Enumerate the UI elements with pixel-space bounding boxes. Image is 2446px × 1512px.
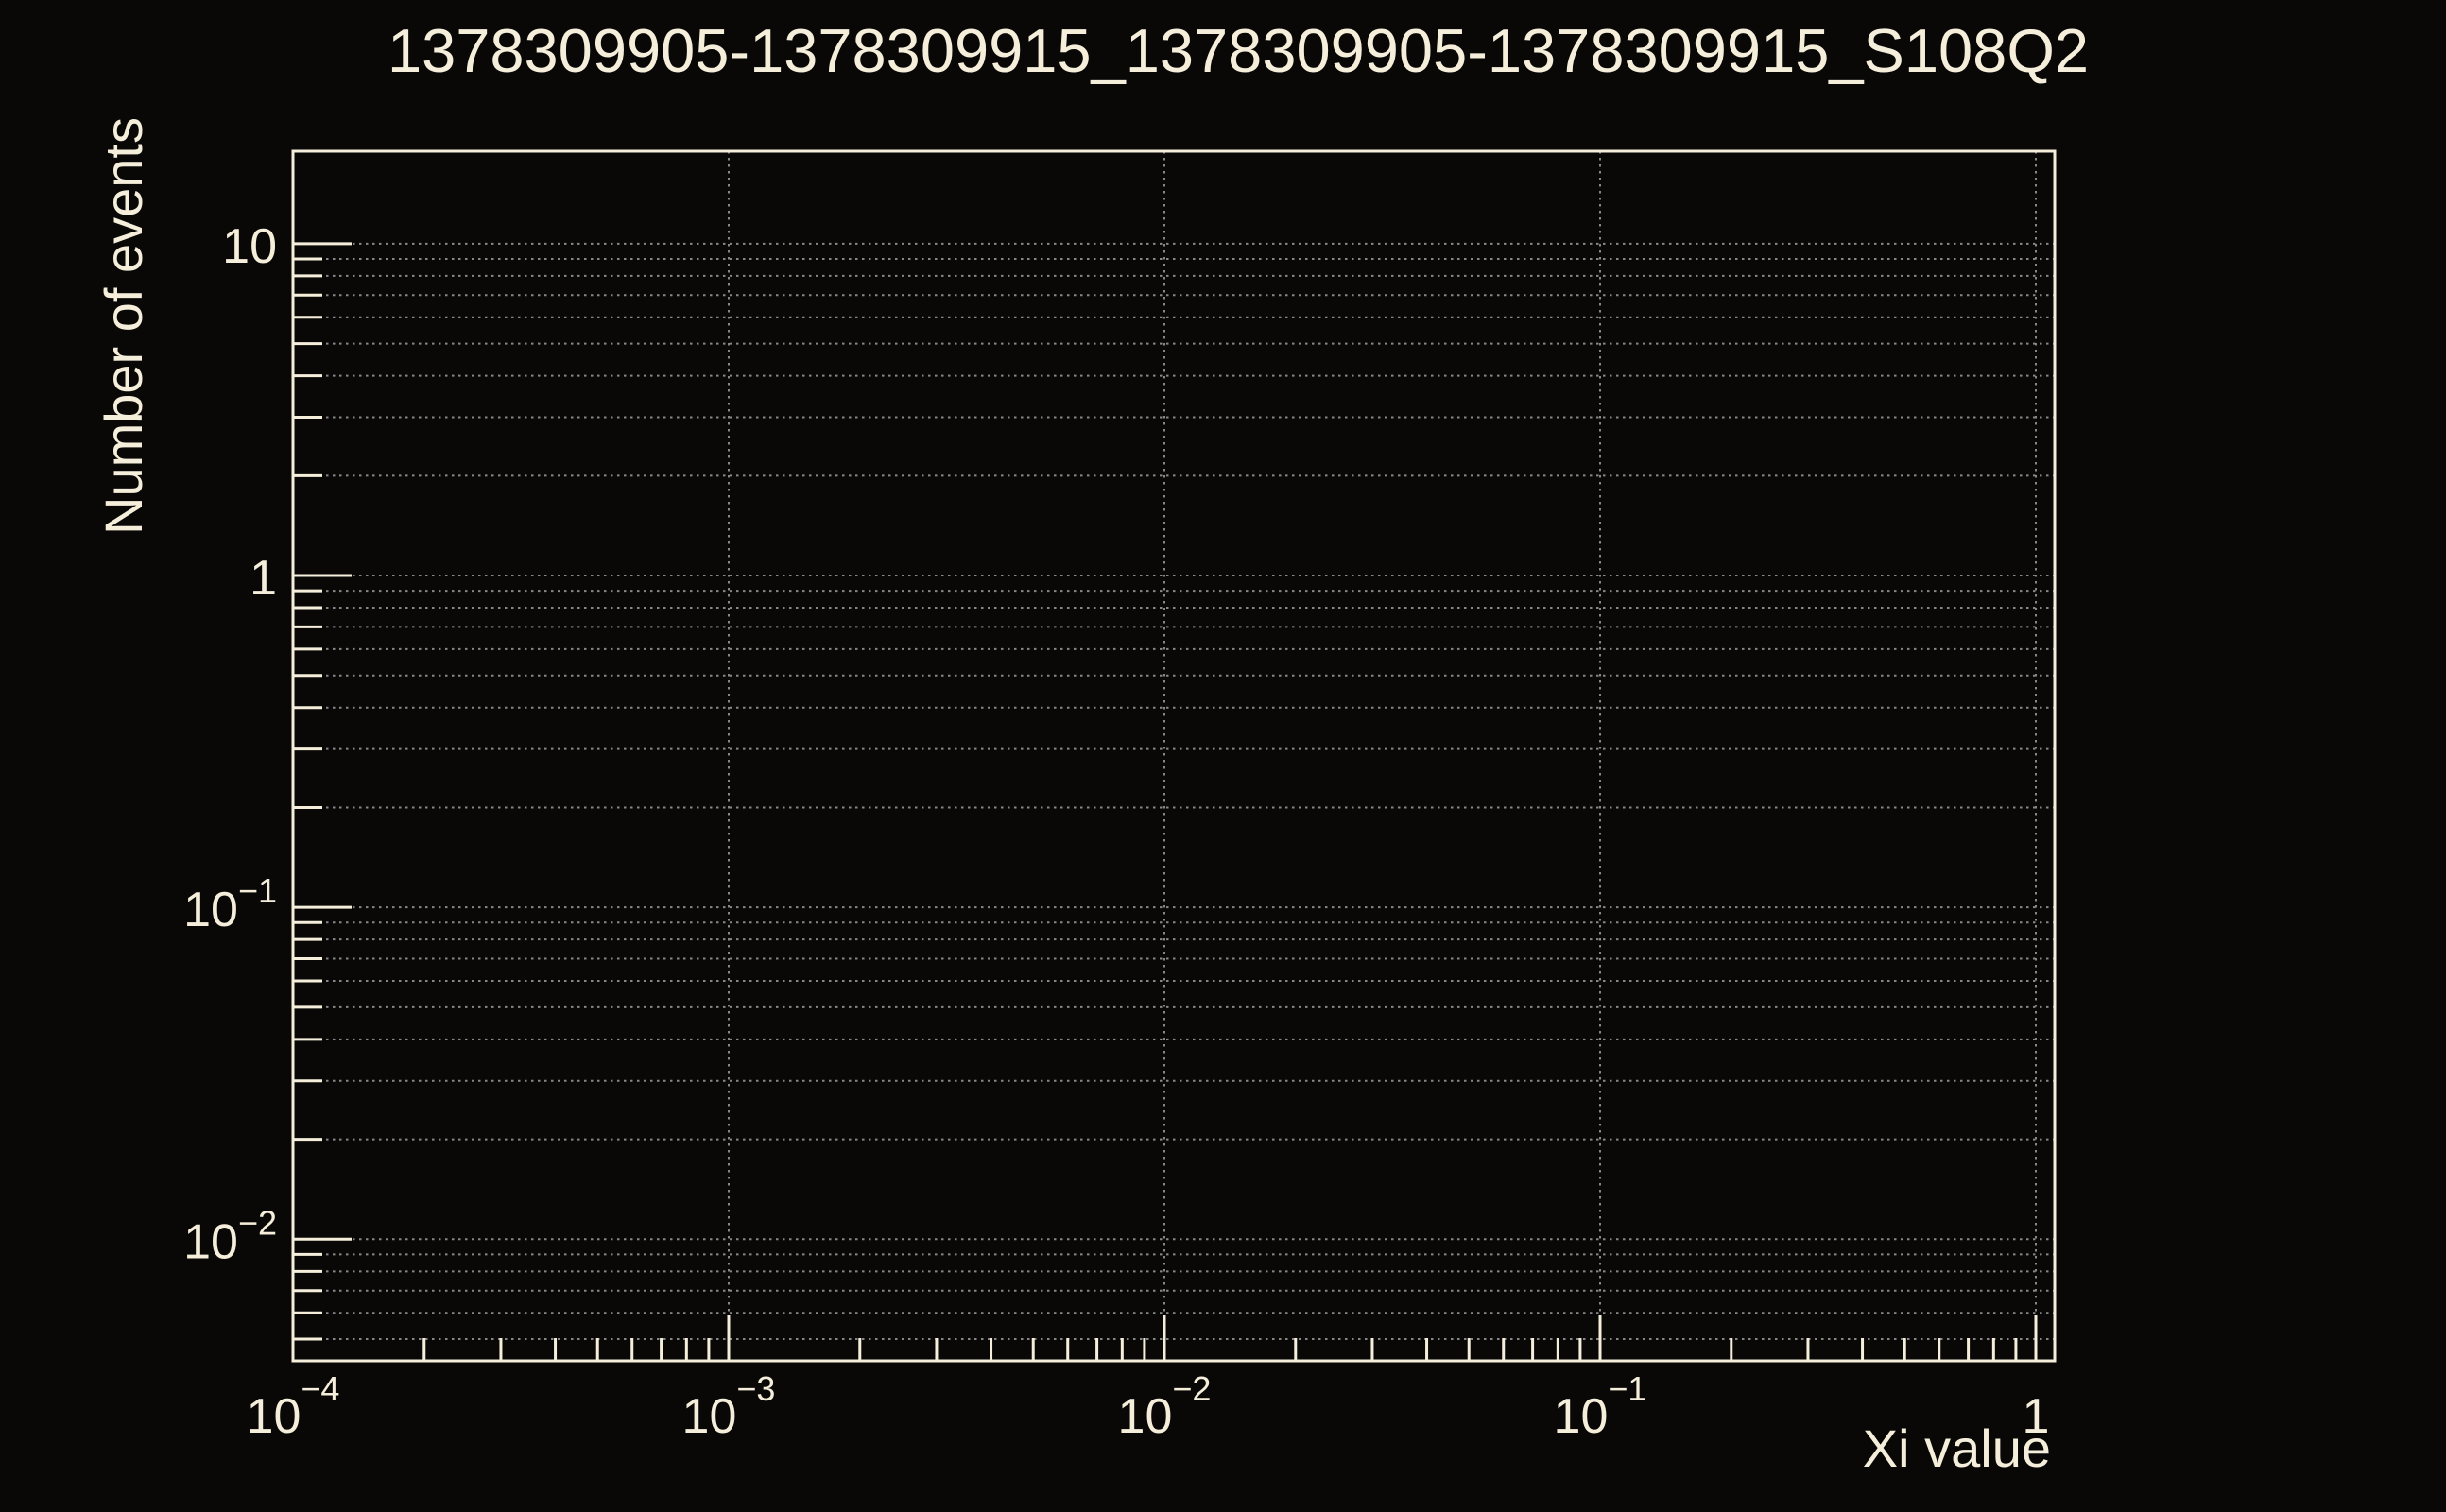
x-tick-label: 10−1 — [1554, 1369, 1647, 1444]
x-tick-label: 10−3 — [682, 1369, 776, 1444]
gridlines — [293, 151, 2055, 1361]
tick-labels: 10−4 10−3 10−2 10−1 1 10 1 10−1 10−2 — [183, 219, 2049, 1444]
x-tick-label: 1 — [2023, 1389, 2050, 1444]
y-tick-label: 10 — [222, 219, 277, 274]
y-tick-label: 10−2 — [183, 1203, 277, 1269]
y-tick-label: 10−1 — [183, 871, 277, 937]
y-tick-label: 1 — [250, 551, 277, 606]
y-axis-title: Number of events — [94, 117, 153, 535]
x-axis-title: Xi value — [1863, 1418, 2051, 1478]
x-tick-label: 10−2 — [1118, 1369, 1212, 1444]
x-tick-label: 10−4 — [247, 1369, 340, 1444]
plot-frame — [291, 149, 2057, 1363]
chart-title: 1378309905-1378309915_1378309905-1378309… — [388, 16, 2089, 85]
